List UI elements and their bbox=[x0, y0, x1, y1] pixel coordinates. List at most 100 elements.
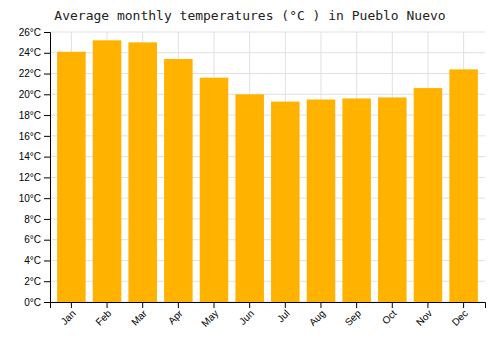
tick: Mar bbox=[129, 302, 149, 328]
bar bbox=[128, 42, 157, 302]
tick-label: 20°C bbox=[19, 89, 41, 100]
tick-mark bbox=[44, 240, 50, 241]
tick-mark bbox=[44, 260, 50, 261]
bar bbox=[449, 69, 478, 302]
tick-mark bbox=[44, 32, 50, 33]
axis-line bbox=[44, 33, 51, 303]
tick-label: 14°C bbox=[19, 151, 41, 162]
bars bbox=[57, 40, 478, 302]
y-axis: 0°C 2°C 4°C 6°C 8°C 10°C 12°C 14°C 16°C 18°C 20°C 2… bbox=[19, 27, 51, 308]
tick: 12°C bbox=[19, 172, 50, 183]
bar bbox=[93, 40, 122, 302]
tick: Jul bbox=[275, 302, 292, 324]
grid-line bbox=[50, 32, 485, 33]
tick-mark bbox=[178, 302, 179, 308]
bar bbox=[57, 52, 86, 302]
tick-label: 26°C bbox=[19, 27, 41, 38]
x-axis: Jan Feb Mar Apr May Jun Jul Aug Sep Oct Nov Dec bbox=[51, 302, 486, 329]
tick-label: Nov bbox=[414, 308, 434, 328]
tick-label: 8°C bbox=[24, 214, 41, 225]
tick-mark bbox=[427, 302, 428, 308]
tick-label: Jan bbox=[59, 308, 78, 327]
bar bbox=[342, 98, 371, 302]
tick-mark bbox=[463, 302, 464, 308]
tick-label: 2°C bbox=[24, 276, 41, 287]
tick-mark bbox=[44, 281, 50, 282]
title: Average monthly temperatures (°C ) in Pu… bbox=[54, 8, 445, 23]
tick: 24°C bbox=[19, 47, 50, 58]
tick: Jan bbox=[59, 302, 78, 327]
tick: 18°C bbox=[19, 110, 50, 121]
bar bbox=[200, 78, 229, 302]
tick-label: 4°C bbox=[24, 255, 41, 266]
tick: 16°C bbox=[19, 131, 50, 142]
tick-mark bbox=[44, 157, 50, 158]
tick-mark bbox=[44, 115, 50, 116]
tick: Sep bbox=[343, 302, 364, 328]
tick-label: May bbox=[199, 308, 220, 329]
grid bbox=[50, 32, 485, 302]
tick-mark bbox=[44, 302, 50, 303]
plot: 0°C 2°C 4°C 6°C 8°C 10°C 12°C 14°C 16°C 18°C 20°C 2… bbox=[19, 27, 486, 329]
tick-label: Jun bbox=[237, 308, 256, 327]
tick-mark bbox=[214, 302, 215, 308]
tick: 8°C bbox=[24, 214, 50, 225]
tick: Aug bbox=[307, 302, 327, 328]
tick: Oct bbox=[380, 302, 399, 326]
tick-label: 0°C bbox=[24, 297, 41, 308]
tick-mark bbox=[71, 302, 72, 308]
tick-label: Aug bbox=[307, 308, 327, 328]
tick-label: Feb bbox=[93, 307, 113, 327]
tick: 4°C bbox=[24, 255, 50, 266]
tick: 0°C bbox=[24, 297, 50, 308]
tick-mark bbox=[44, 136, 50, 137]
tick: 14°C bbox=[19, 151, 50, 162]
tick: Apr bbox=[166, 302, 185, 326]
tick: Jun bbox=[237, 302, 256, 327]
bar bbox=[164, 59, 193, 302]
chart: Average monthly temperatures (°C ) in Pu… bbox=[0, 0, 500, 350]
axis-line bbox=[51, 303, 486, 309]
tick-mark bbox=[142, 302, 143, 308]
tick: 10°C bbox=[19, 193, 50, 204]
bar bbox=[378, 97, 407, 302]
tick-mark bbox=[44, 219, 50, 220]
tick-mark bbox=[44, 177, 50, 178]
tick-mark bbox=[44, 74, 50, 75]
tick-mark bbox=[107, 302, 108, 308]
tick: 22°C bbox=[19, 68, 50, 79]
tick-mark bbox=[44, 94, 50, 95]
tick-label: Dec bbox=[450, 308, 470, 328]
tick-label: 16°C bbox=[19, 131, 41, 142]
tick: Nov bbox=[414, 302, 434, 328]
tick-mark bbox=[320, 302, 321, 308]
tick-label: 12°C bbox=[19, 172, 41, 183]
tick: 6°C bbox=[24, 234, 50, 245]
tick-label: Mar bbox=[129, 307, 149, 327]
tick: 2°C bbox=[24, 276, 50, 287]
bar bbox=[307, 100, 336, 303]
tick-mark bbox=[44, 53, 50, 54]
tick-label: 10°C bbox=[19, 193, 41, 204]
tick-mark bbox=[285, 302, 286, 308]
tick-mark bbox=[44, 198, 50, 199]
tick-mark bbox=[356, 302, 357, 308]
bar bbox=[235, 94, 264, 302]
tick-label: Apr bbox=[166, 307, 185, 326]
tick-label: 22°C bbox=[19, 68, 41, 79]
tick-label: Sep bbox=[343, 307, 364, 328]
tick-label: 6°C bbox=[24, 234, 41, 245]
tick-label: 24°C bbox=[19, 47, 41, 58]
tick-label: 18°C bbox=[19, 110, 41, 121]
tick: May bbox=[199, 302, 220, 329]
tick-mark bbox=[249, 302, 250, 308]
bar bbox=[271, 102, 300, 302]
tick-label: Oct bbox=[380, 308, 399, 327]
tick-label: Jul bbox=[275, 308, 292, 325]
tick: Feb bbox=[93, 302, 113, 328]
tick: 20°C bbox=[19, 89, 50, 100]
tick-mark bbox=[392, 302, 393, 308]
tick: Dec bbox=[450, 302, 470, 328]
bar bbox=[414, 88, 443, 302]
tick: 26°C bbox=[19, 27, 50, 38]
